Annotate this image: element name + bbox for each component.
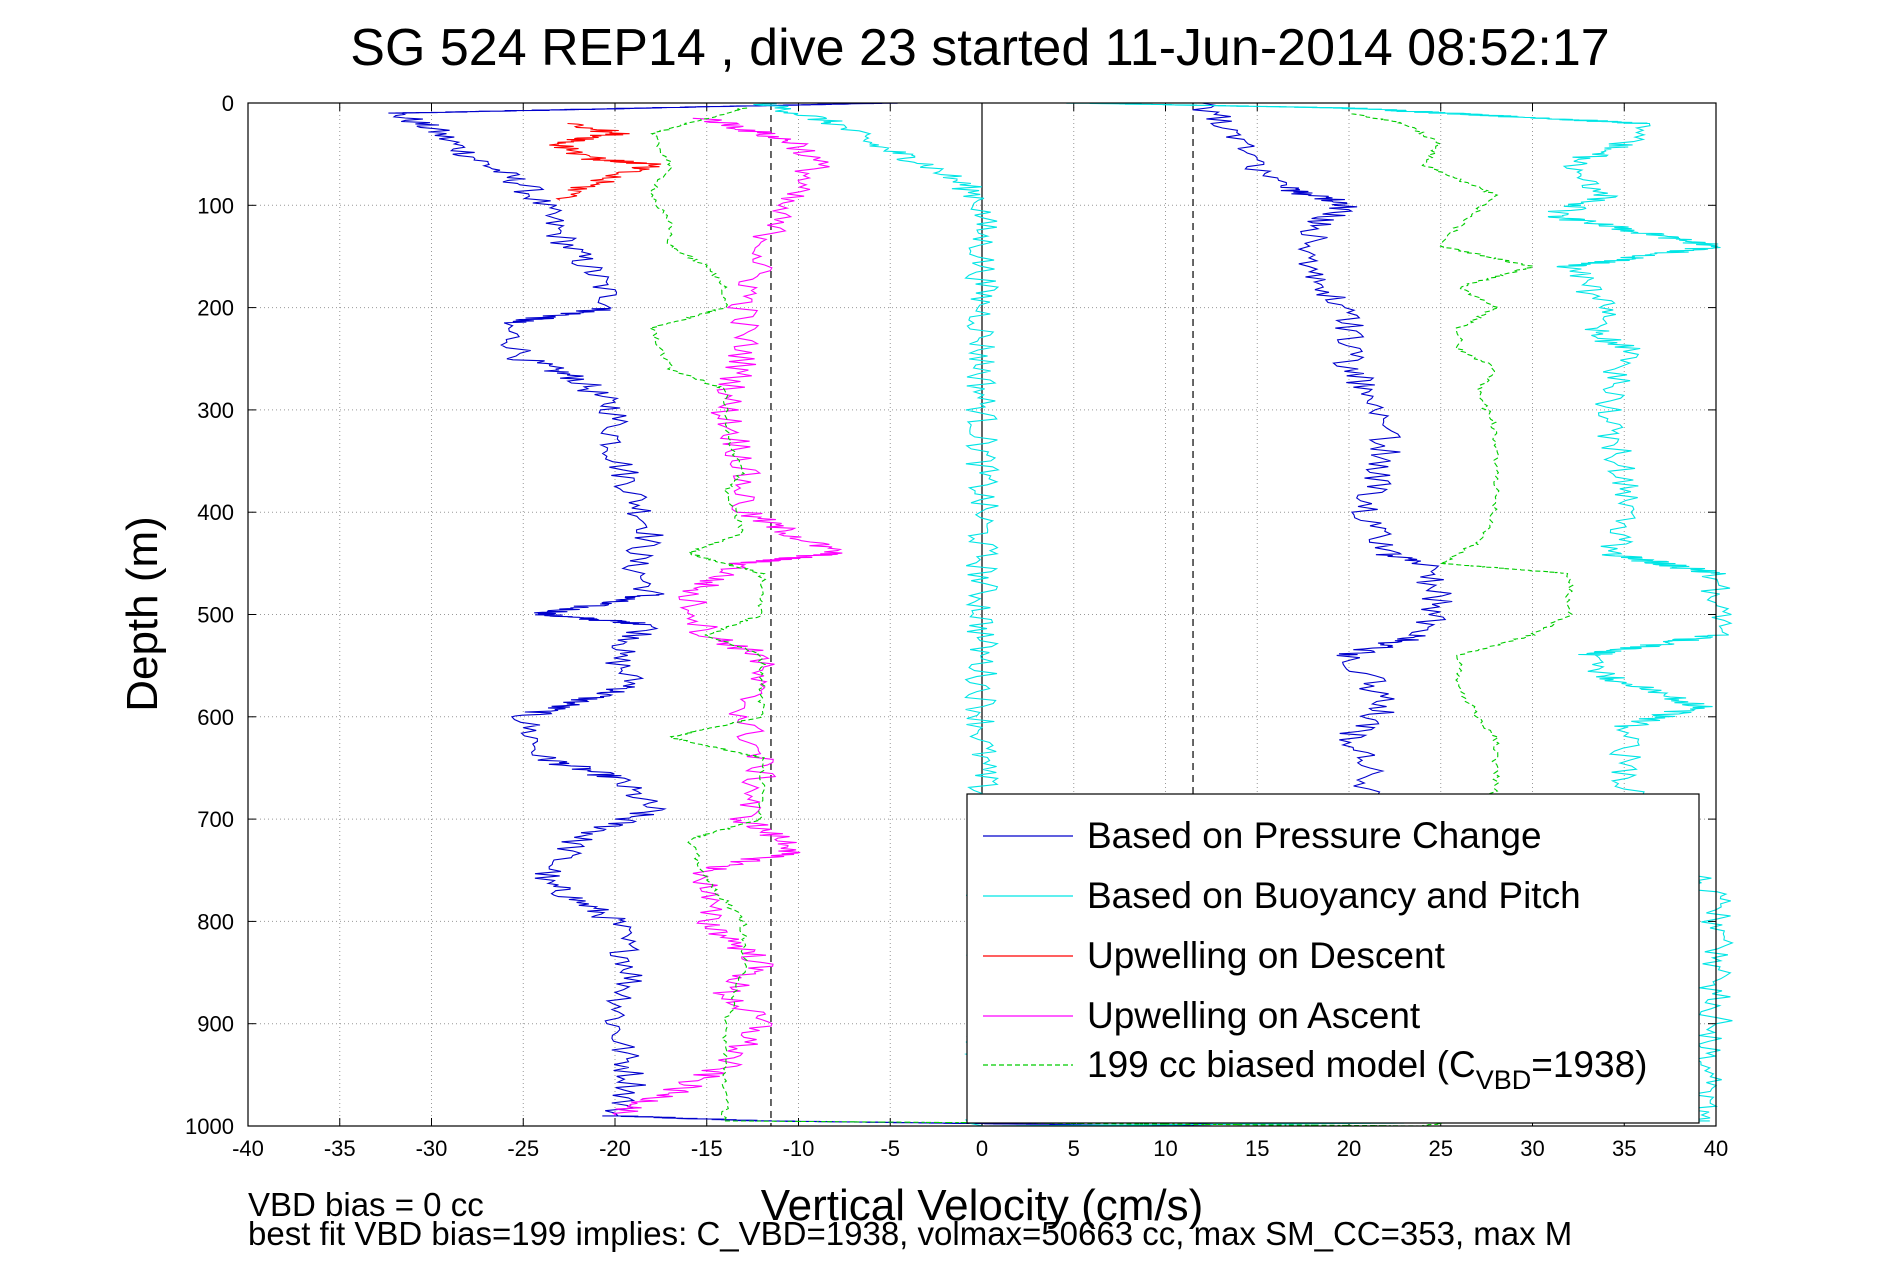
legend-label: 199 cc biased model (CVBD=1938) xyxy=(1087,1044,1647,1095)
y-tick-label: 300 xyxy=(197,398,234,423)
x-tick-label: 35 xyxy=(1612,1136,1636,1161)
x-tick-label: 5 xyxy=(1068,1136,1080,1161)
series-line-1 xyxy=(753,102,1734,1127)
x-tick-label: -25 xyxy=(507,1136,539,1161)
x-tick-label: 0 xyxy=(976,1136,988,1161)
x-tick-label: -30 xyxy=(416,1136,448,1161)
chart-title: SG 524 REP14 , dive 23 started 11-Jun-20… xyxy=(350,19,1609,77)
x-tick-label: 20 xyxy=(1337,1136,1361,1161)
y-tick-label: 900 xyxy=(197,1012,234,1037)
y-tick-label: 600 xyxy=(197,705,234,730)
x-tick-label: -15 xyxy=(691,1136,723,1161)
plot-frame xyxy=(247,102,1717,1127)
series-line-3 xyxy=(611,117,843,1116)
y-axis-label: Depth (m) xyxy=(118,516,167,712)
legend-box xyxy=(966,793,1700,1124)
x-tick-label: -35 xyxy=(324,1136,356,1161)
x-tick-label: 30 xyxy=(1520,1136,1544,1161)
legend-label: Upwelling on Descent xyxy=(1087,935,1446,976)
legend-label: Based on Pressure Change xyxy=(1087,815,1542,856)
y-tick-label: 500 xyxy=(197,603,234,628)
y-tick-label: 400 xyxy=(197,500,234,525)
x-tick-label: -20 xyxy=(599,1136,631,1161)
footer-vbd-bias: VBD bias = 0 cc xyxy=(248,1186,484,1223)
x-tick-label: 25 xyxy=(1429,1136,1453,1161)
legend-label: Based on Buoyancy and Pitch xyxy=(1087,875,1581,916)
footer-best-fit: best fit VBD bias=199 implies: C_VBD=193… xyxy=(248,1215,1573,1252)
legend-label: Upwelling on Ascent xyxy=(1087,995,1421,1036)
y-tick-label: 0 xyxy=(222,91,234,116)
x-tick-label: -5 xyxy=(880,1136,900,1161)
x-tick-label: 40 xyxy=(1704,1136,1728,1161)
series-line-2 xyxy=(549,122,662,201)
x-tick-label: 15 xyxy=(1245,1136,1269,1161)
x-tick-label: 10 xyxy=(1153,1136,1177,1161)
y-tick-label: 700 xyxy=(197,807,234,832)
y-tick-label: 200 xyxy=(197,296,234,321)
x-tick-label: -10 xyxy=(783,1136,815,1161)
y-tick-label: 1000 xyxy=(185,1114,234,1139)
y-tick-label: 100 xyxy=(197,193,234,218)
x-tick-label: -40 xyxy=(232,1136,264,1161)
series-line-0 xyxy=(388,102,1453,1127)
axis-ticks: -40 -35 -30 -25 -20 -15 -10 -5 0 5 10 15 20 25 30 35 400… xyxy=(185,91,1728,1161)
y-tick-label: 800 xyxy=(197,909,234,934)
legend: Based on Pressure Change Based on Buoyanc… xyxy=(966,793,1700,1124)
x-axis-label: Vertical Velocity (cm/s) xyxy=(761,1181,1204,1230)
